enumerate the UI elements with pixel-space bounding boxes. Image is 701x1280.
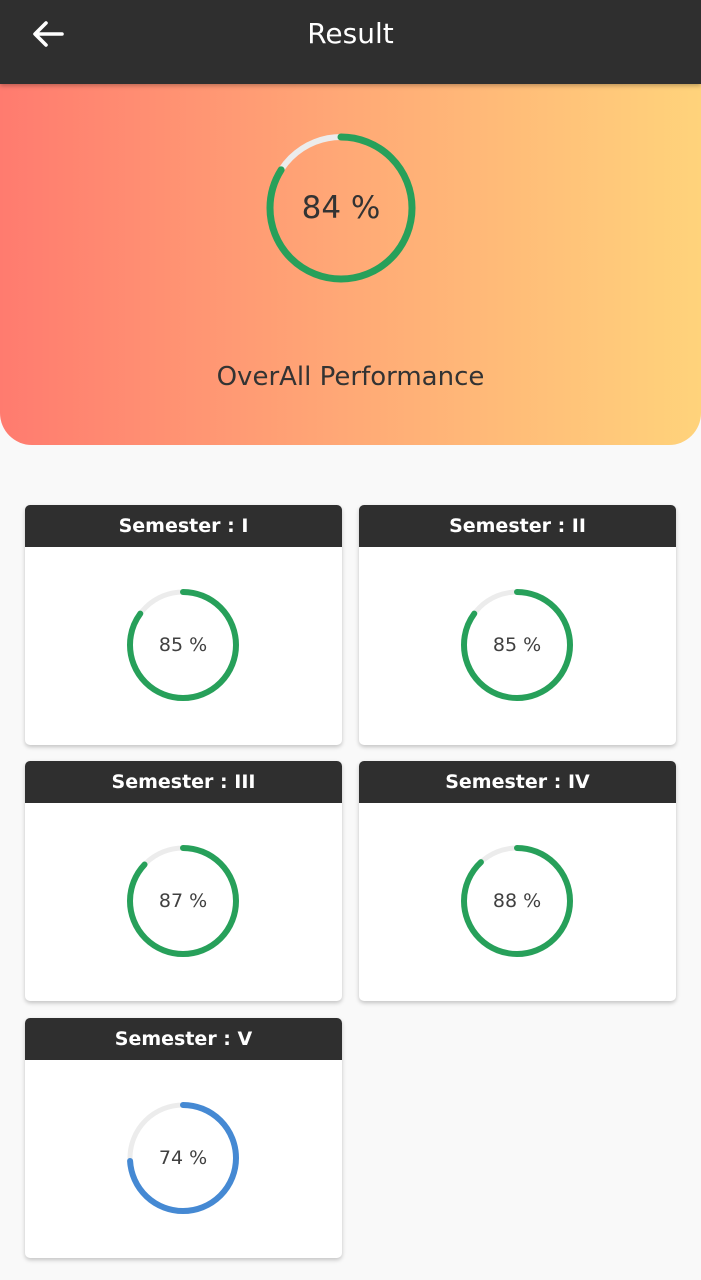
semester-card-1[interactable]: Semester : I 85 % (25, 505, 342, 745)
app-bar: Result (0, 0, 701, 84)
overall-caption: OverAll Performance (216, 362, 485, 392)
overall-progress-arc (266, 133, 416, 283)
semester-progress-ring: 74 % (124, 1099, 242, 1217)
semester-progress-ring: 85 % (124, 586, 242, 704)
semester-progress-arc (127, 845, 239, 957)
semester-card-2[interactable]: Semester : II 85 % (359, 505, 676, 745)
semester-title: Semester : III (25, 761, 342, 803)
semester-progress-arc (461, 845, 573, 957)
semester-progress-ring: 87 % (124, 842, 242, 960)
page-title: Result (307, 17, 394, 50)
back-button[interactable] (22, 14, 74, 58)
semester-title: Semester : V (25, 1018, 342, 1060)
semester-progress-arc (127, 1102, 239, 1214)
semester-title: Semester : II (359, 505, 676, 547)
overall-performance-panel: 84 % OverAll Performance (0, 84, 701, 445)
semester-card-3[interactable]: Semester : III 87 % (25, 761, 342, 1001)
semester-progress-arc (461, 589, 573, 701)
arrow-left-icon (31, 19, 65, 53)
semester-progress-arc (127, 589, 239, 701)
semester-percent-text: 74 % (158, 1147, 208, 1169)
semester-progress-ring: 85 % (458, 586, 576, 704)
semester-title: Semester : I (25, 505, 342, 547)
overall-percent-text: 84 % (301, 190, 381, 226)
semester-percent-text: 88 % (492, 890, 542, 912)
semester-progress-ring: 88 % (458, 842, 576, 960)
semester-title: Semester : IV (359, 761, 676, 803)
semester-card-4[interactable]: Semester : IV 88 % (359, 761, 676, 1001)
semester-card-5[interactable]: Semester : V 74 % (25, 1018, 342, 1258)
semester-percent-text: 85 % (158, 634, 208, 656)
semester-percent-text: 85 % (492, 634, 542, 656)
semester-percent-text: 87 % (158, 890, 208, 912)
overall-progress-ring: 84 % (261, 128, 421, 288)
